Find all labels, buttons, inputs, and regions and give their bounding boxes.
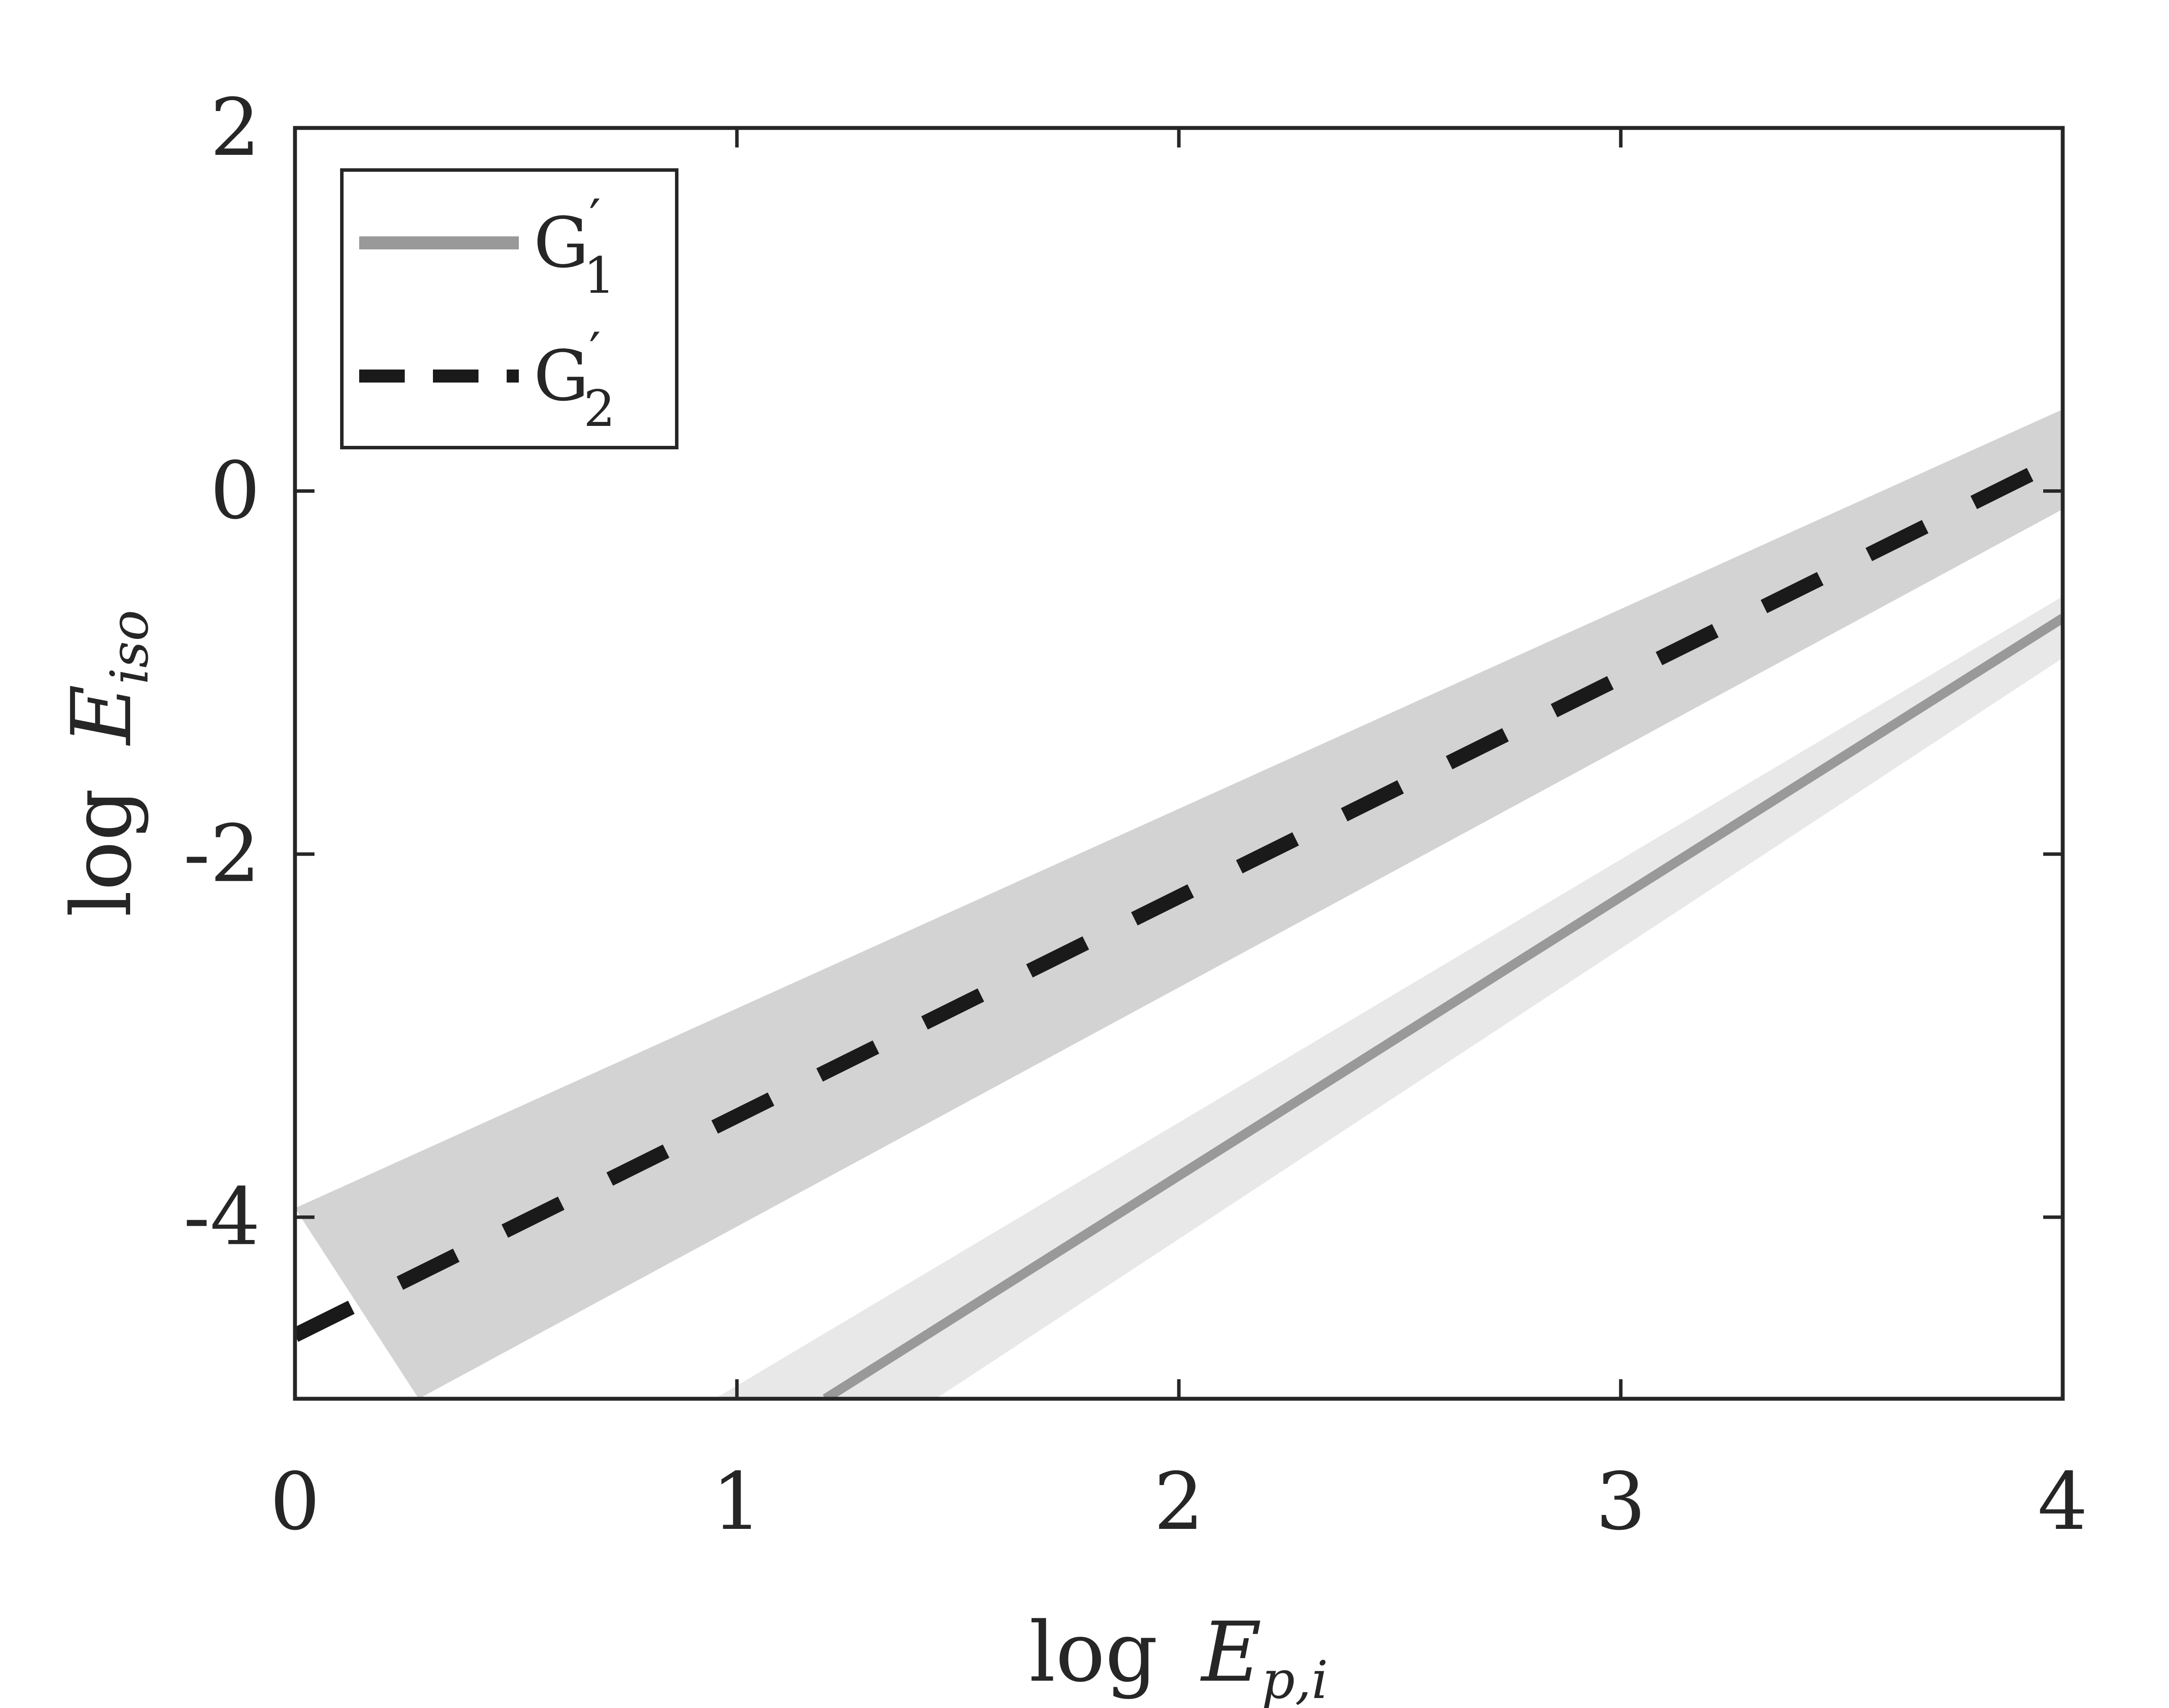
legend-label-g2: G′ 2 — [534, 322, 615, 438]
x-tick-label: 1 — [712, 1456, 762, 1548]
y-axis-label: log Eiso — [54, 610, 160, 917]
legend-label-g1: G′ 1 — [534, 189, 615, 305]
x-axis-label-sub: p,i — [1261, 1650, 1328, 1708]
x-axis-label: log Ep,i — [1029, 1604, 1328, 1708]
x-axis-label-prefix: log — [1029, 1604, 1158, 1700]
y-axis-label-prefix: log — [54, 788, 150, 917]
series-lines — [295, 452, 2063, 1399]
x-tick-label: 3 — [1596, 1456, 1646, 1548]
legend-box — [340, 168, 678, 449]
x-tick-label: 4 — [2038, 1456, 2088, 1548]
y-axis-label-var: E — [54, 684, 150, 746]
line-g1 — [822, 614, 2063, 1399]
line-g2 — [295, 452, 2063, 1342]
x-axis-label-var: E — [1200, 1604, 1262, 1700]
band-g1 — [714, 596, 2063, 1399]
ticks: 0 1 2 3 4 -4 -2 0 2 — [183, 82, 2088, 1548]
y-axis-label-sub: iso — [100, 610, 160, 684]
y-tick-label: 0 — [210, 445, 260, 537]
y-tick-label: -4 — [183, 1171, 260, 1263]
y-tick-label: 2 — [210, 82, 260, 173]
y-tick-label: -2 — [183, 808, 260, 900]
legend: G′ 1 G′ 2 — [340, 168, 678, 449]
x-tick-label: 2 — [1154, 1456, 1204, 1548]
x-tick-label: 0 — [270, 1456, 320, 1548]
